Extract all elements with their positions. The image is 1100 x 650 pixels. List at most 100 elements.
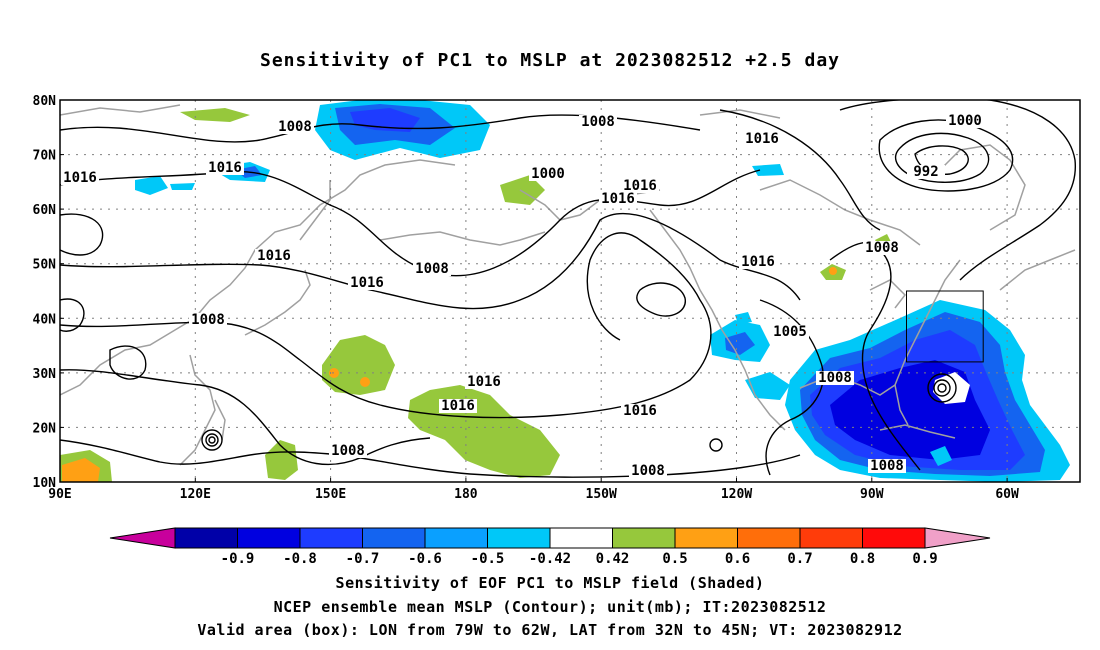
contour-label: 1016 [467, 374, 501, 390]
shade-lightblue [170, 183, 195, 190]
colorbar-max-arrow [924, 527, 991, 549]
contour-label-bg [743, 132, 781, 146]
shade-lightblue [735, 312, 752, 324]
contour-label: 1000 [948, 113, 982, 129]
contour-label-bg [329, 444, 367, 458]
contour-label-bg [629, 464, 667, 478]
contour-label-bg [739, 255, 777, 269]
shade-green [408, 385, 560, 478]
lat-tick-label: 20N [33, 421, 57, 436]
colorbar-label: 0.6 [725, 551, 750, 567]
colorbar-label: 0.42 [596, 551, 630, 567]
colorbar-swatch [862, 527, 926, 549]
contour-label: 1008 [191, 312, 225, 328]
contour-label-bg [276, 120, 314, 134]
lat-tick-label: 80N [33, 94, 57, 109]
contour-label-bg [413, 262, 451, 276]
contour-label: 1008 [818, 370, 852, 386]
contour-label-bg [621, 404, 659, 418]
lon-tick-label: 120W [721, 487, 752, 502]
contour-label: 1016 [745, 131, 779, 147]
shade-lightblue [135, 176, 168, 195]
colorbar-label: -0.42 [529, 551, 571, 567]
map-frame [59, 99, 1081, 483]
colorbar-label: 0.5 [662, 551, 687, 567]
contour-label-bg [206, 161, 244, 175]
contour-label: 1008 [631, 463, 665, 479]
shade-green [265, 440, 298, 480]
colorbar-swatch [674, 527, 738, 549]
caption-line-2: NCEP ensemble mean MSLP (Contour); unit(… [273, 598, 827, 616]
colorbar-label: 0.8 [850, 551, 875, 567]
lat-tick-label: 30N [33, 367, 57, 382]
lon-tick-label: 120E [180, 487, 211, 502]
contour-label-bg [816, 371, 854, 385]
shade-green [322, 335, 395, 395]
lon-tick-label: 90W [860, 487, 884, 502]
contour-label: 1016 [623, 178, 657, 194]
lon-tick-label: 180 [454, 487, 478, 502]
contour-label: 1008 [415, 261, 449, 277]
contour-label: 1008 [331, 443, 365, 459]
colorbar-swatch [237, 527, 301, 549]
contour-label-layer: 1008 1008 1008 1008 1008 1008 1008 1008 1008 1000… [61, 113, 984, 479]
colorbar-label: 0.9 [912, 551, 937, 567]
contour-label: 1005 [773, 324, 807, 340]
contour-label: 1016 [441, 398, 475, 414]
colorbar-swatch [299, 527, 363, 549]
shade-green [180, 108, 250, 122]
colorbar-label: 0.7 [787, 551, 812, 567]
shade-orange [360, 377, 370, 387]
caption-line-1: Sensitivity of EOF PC1 to MSLP field (Sh… [335, 574, 765, 592]
shade-lightblue [752, 164, 784, 176]
colorbar-label: -0.5 [471, 551, 505, 567]
shade-lightblue [745, 372, 790, 400]
colorbar-label: -0.8 [283, 551, 317, 567]
contour-label: 1000 [531, 166, 565, 182]
contour-label: 1016 [208, 160, 242, 176]
valid-area-box [906, 290, 984, 363]
colorbar-label: -0.7 [346, 551, 380, 567]
contour-label-bg [621, 179, 659, 193]
colorbar-swatch [424, 527, 488, 549]
colorbar-label: -0.6 [408, 551, 442, 567]
lat-tick-label: 70N [33, 149, 57, 164]
contour-label-bg [439, 399, 477, 413]
contour-label-bg [189, 313, 227, 327]
contour-label: 1008 [870, 458, 904, 474]
colorbar-swatch [487, 527, 551, 549]
lon-tick-label: 150E [315, 487, 346, 502]
contour-label: 1008 [581, 114, 615, 130]
colorbar-swatch [174, 527, 238, 549]
colorbar-swatch [362, 527, 426, 549]
caption-line-3: Valid area (box): LON from 79W to 62W, L… [197, 621, 903, 639]
contour-label-bg [907, 165, 945, 179]
grid-layer [60, 100, 1080, 482]
colorbar-swatch [549, 527, 613, 549]
colorbar-label: -0.9 [221, 551, 255, 567]
contour-label: 1016 [257, 248, 291, 264]
contour-label: 1008 [865, 240, 899, 256]
contour-label-bg [529, 167, 567, 181]
plot-title: Sensitivity of PC1 to MSLP at 2023082512… [259, 50, 840, 71]
contour-label-bg [771, 325, 809, 339]
contour-label-bg [255, 249, 293, 263]
contour-label: 1016 [741, 254, 775, 270]
shade-lightblue [930, 446, 952, 466]
shading-layer [60, 100, 1070, 482]
colorbar-min-arrow [109, 527, 176, 549]
lat-tick-label: 40N [33, 312, 57, 327]
colorbar-swatch [612, 527, 676, 549]
contour-label: 1016 [623, 403, 657, 419]
contour-label-bg [863, 241, 901, 255]
contour-label-bg [61, 171, 99, 185]
shade-orange [829, 267, 837, 275]
colorbar: -0.9 -0.8 -0.7 -0.6 -0.5 -0.42 0.42 0.5 0.6 0.7 0.… [109, 527, 991, 567]
contour-label-bg [946, 114, 984, 128]
contour-label: 992 [913, 164, 938, 180]
contour-label-bg [465, 375, 503, 389]
lat-tick-label: 50N [33, 258, 57, 273]
contour-label-bg [348, 276, 386, 290]
lon-tick-label: 60W [995, 487, 1019, 502]
